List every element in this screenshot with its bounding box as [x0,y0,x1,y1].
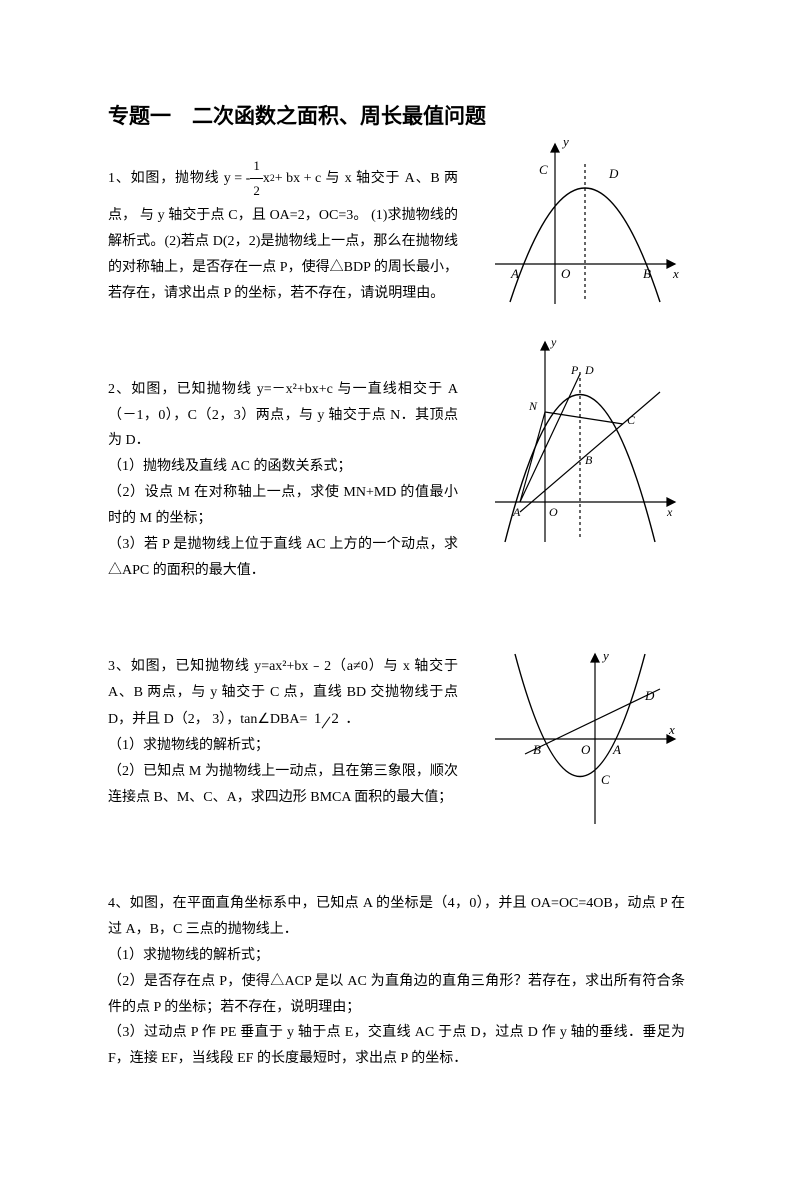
graph-1: y x C D A O B [485,134,685,314]
point-c-label: C [539,162,548,177]
origin-label: O [549,505,558,519]
point-b-label: B [585,453,593,467]
p3-frac: 12 [311,706,342,734]
point-n-label: N [528,399,538,413]
axis-x-label: x [672,266,679,281]
point-d-label: D [584,363,594,377]
point-c-label: C [627,413,636,427]
p3-line1c: ． [345,712,359,727]
point-a-label: A [512,505,521,519]
point-d-label: D [644,688,655,703]
origin-label: O [561,266,571,281]
point-c-label: C [601,772,610,787]
origin-label: O [581,742,591,757]
point-a-label: A [612,742,621,757]
axis-x-label: x [668,722,675,737]
point-b-label: B [643,266,651,281]
p2-sub2: （2）设点 M 在对称轴上一点，求使 MN+MD 的值最小时的 M 的坐标； [108,480,458,532]
problem-3: y x D B O A C 3、如图，已知抛物线 y=ax²+bx﹣2（a≠0）… [108,654,685,811]
problem-4: 4、如图，在平面直角坐标系中，已知点 A 的坐标是（4，0），并且 OA=OC=… [108,891,685,1072]
p2-line1: 2、如图，已知抛物线 y=－x²+bx+c 与一直线相交于 A（－1，0），C（… [108,377,458,455]
graph-2: y x P D N C B A O [485,332,685,552]
p1-lead: 1、如图，抛物线 [108,171,219,186]
problem-2: y x P D N C B A O 2、如图，已知抛物线 y=－x²+bx+c … [108,377,685,584]
p4-sub2: （2）是否存在点 P，使得△ACP 是以 AC 为直角边的直角三角形？若存在，求… [108,969,685,1021]
p3-sub2: （2）已知点 M 为抛物线上一动点，且在第三象限，顺次连接点 B、M、C、A，求… [108,759,458,811]
point-a-label: A [510,266,519,281]
p3-sub1: （1）求抛物线的解析式； [108,733,458,759]
p2-sub3: （3）若 P 是抛物线上位于直线 AC 上方的一个动点，求△APC 的面积的最大… [108,532,458,584]
p1-formula: y = - 12 x2 + bx + c [224,154,321,203]
point-d-label: D [608,166,619,181]
page-title: 专题一 二次函数之面积、周长最值问题 [108,100,685,130]
axis-y-label: y [561,134,569,149]
p1-body: 与 y 轴交于点 C，且 OA=2，OC=3。 (1)求抛物线的解析式。(2)若… [108,208,458,301]
graph-3: y x D B O A C [485,644,685,829]
p4-line1: 4、如图，在平面直角坐标系中，已知点 A 的坐标是（4，0），并且 OA=OC=… [108,891,685,943]
axis-y-label: y [601,648,609,663]
p4-sub1: （1）求抛物线的解析式； [108,943,685,969]
point-p-label: P [570,363,579,377]
p2-sub1: （1）抛物线及直线 AC 的函数关系式； [108,454,458,480]
p3-line1b: 3），tan∠DBA= [212,712,307,727]
axis-y-label: y [550,335,557,349]
point-b-label: B [533,742,541,757]
p4-sub3: （3）过动点 P 作 PE 垂直于 y 轴于点 E，交直线 AC 于点 D，过点… [108,1020,685,1072]
problem-1: y x C D A O B 1、如图，抛物线 y = - 12 x2 + bx … [108,154,685,307]
axis-x-label: x [666,505,673,519]
